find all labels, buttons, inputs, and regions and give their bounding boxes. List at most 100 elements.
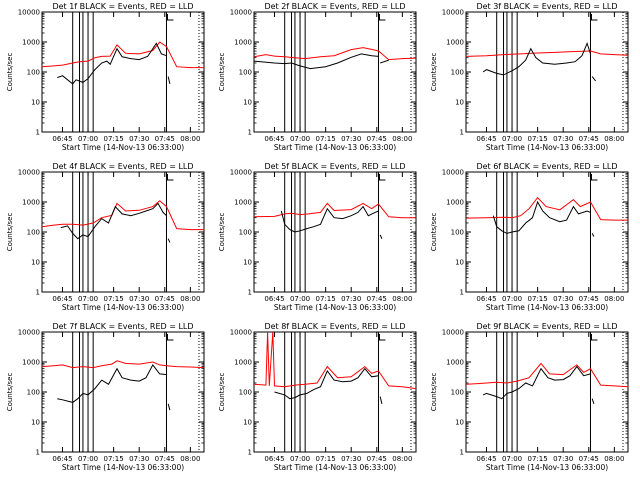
events-series-line [57, 42, 167, 85]
x-tick-label: 06:45 [52, 135, 72, 143]
y-tick-label: 10 [31, 99, 40, 107]
x-axis-label: Start Time (14-Nov-13 06:33:00) [486, 143, 608, 152]
panel-det-1: Det 1f BLACK = Events, RED = LLD 1 10 100 10… [6, 2, 205, 152]
y-tick-label: 10000 [442, 329, 464, 337]
x-tick-label: 07:45 [155, 135, 175, 143]
interval-bracket [590, 174, 598, 181]
y-axis-label: Counts/sec [218, 213, 226, 252]
lld-series-line [465, 196, 628, 221]
x-tick-label: 07:45 [155, 455, 175, 463]
x-tick-label: 07:15 [316, 135, 336, 143]
y-axis-label: Counts/sec [430, 373, 438, 412]
x-tick-label: 07:30 [341, 295, 361, 303]
y-tick-label: 1 [248, 289, 252, 297]
interval-bracket [590, 334, 598, 341]
x-tick-label: 07:45 [367, 455, 387, 463]
x-tick-label: 07:00 [502, 135, 522, 143]
x-tick-label: 07:15 [528, 135, 548, 143]
y-tick-label: 10000 [442, 169, 464, 177]
x-tick-label: 06:45 [52, 295, 72, 303]
x-tick-label: 07:15 [104, 135, 124, 143]
x-axis-label: Start Time (14-Nov-13 06:33:00) [274, 463, 396, 472]
plot-frame [253, 11, 417, 133]
lld-series-line [465, 362, 629, 388]
x-tick-label: 07:45 [367, 295, 387, 303]
panel-det-3: Det 3f BLACK = Events, RED = LLD 1 10 100 10… [430, 2, 629, 152]
y-axis-label: Counts/sec [6, 213, 14, 252]
plot-frame [41, 11, 205, 133]
events-series-line [253, 53, 379, 70]
y-tick-label: 100 [451, 69, 464, 77]
interval-bracket [166, 14, 174, 21]
events-series-line-tail [167, 76, 171, 85]
plot-frame [465, 11, 629, 133]
x-axis-label: Start Time (14-Nov-13 06:33:00) [62, 143, 184, 152]
events-series-line-tail [167, 403, 171, 411]
x-tick-label: 07:30 [129, 455, 149, 463]
x-tick-label: 06:45 [476, 135, 496, 143]
x-tick-label: 08:00 [604, 455, 624, 463]
x-tick-label: 07:30 [129, 295, 149, 303]
y-tick-label: 1000 [446, 199, 464, 207]
y-tick-label: 10 [455, 259, 464, 267]
y-tick-label: 1 [460, 129, 464, 137]
x-tick-label: 08:00 [180, 135, 200, 143]
x-tick-label: 07:30 [553, 135, 573, 143]
x-axis-label: Start Time (14-Nov-13 06:33:00) [274, 303, 396, 312]
y-axis-label: Counts/sec [218, 53, 226, 92]
y-tick-label: 10 [31, 419, 40, 427]
panel-title: Det 3f BLACK = Events, RED = LLD [476, 2, 617, 11]
y-tick-label: 10 [243, 99, 252, 107]
x-tick-label: 06:45 [264, 295, 284, 303]
events-series-line-tail [167, 238, 171, 243]
y-tick-label: 1 [460, 289, 464, 297]
lld-series-line [41, 200, 204, 231]
interval-bracket [166, 174, 174, 181]
x-tick-label: 07:30 [341, 455, 361, 463]
x-tick-label: 07:30 [553, 295, 573, 303]
x-axis-label: Start Time (14-Nov-13 06:33:00) [274, 143, 396, 152]
y-tick-label: 10 [31, 259, 40, 267]
panel-title: Det 7f BLACK = Events, RED = LLD [52, 322, 193, 331]
x-tick-label: 08:00 [180, 295, 200, 303]
x-tick-label: 08:00 [604, 135, 624, 143]
y-tick-label: 1000 [234, 39, 252, 47]
events-series-line [492, 200, 591, 234]
y-tick-label: 100 [451, 389, 464, 397]
y-tick-label: 100 [27, 229, 40, 237]
x-tick-label: 07:00 [290, 455, 310, 463]
plot-frame [465, 331, 629, 453]
panel-title: Det 6f BLACK = Events, RED = LLD [476, 162, 617, 171]
panel-det-2: Det 2f BLACK = Events, RED = LLD 1 10 100 10… [218, 2, 417, 152]
events-series-line-tail [379, 234, 383, 239]
plot-frame [41, 171, 205, 293]
y-tick-label: 1000 [22, 199, 40, 207]
x-tick-label: 06:45 [264, 455, 284, 463]
lld-series-line [465, 50, 629, 57]
y-tick-label: 10 [243, 419, 252, 427]
y-tick-label: 10000 [230, 9, 252, 17]
y-tick-label: 100 [451, 229, 464, 237]
x-tick-label: 07:00 [290, 135, 310, 143]
x-tick-label: 06:45 [476, 295, 496, 303]
panel-title: Det 9f BLACK = Events, RED = LLD [476, 322, 617, 331]
panel-det-5: Det 5f BLACK = Events, RED = LLD 1 10 100 10… [218, 162, 417, 312]
events-series-line-tail [591, 398, 595, 405]
lld-series-line [41, 360, 205, 369]
panel-det-9: Det 9f BLACK = Events, RED = LLD 1 10 100 10… [430, 322, 629, 472]
x-tick-label: 07:15 [316, 295, 336, 303]
x-tick-label: 07:15 [104, 455, 124, 463]
x-axis-label: Start Time (14-Nov-13 06:33:00) [486, 463, 608, 472]
x-tick-label: 08:00 [604, 295, 624, 303]
y-tick-label: 10 [455, 419, 464, 427]
x-tick-label: 06:45 [476, 455, 496, 463]
y-tick-label: 100 [239, 69, 252, 77]
x-tick-label: 07:15 [528, 455, 548, 463]
y-tick-label: 10000 [230, 329, 252, 337]
interval-bracket [378, 334, 386, 341]
y-tick-label: 1 [36, 129, 40, 137]
y-axis-label: Counts/sec [6, 53, 14, 92]
panel-title: Det 8f BLACK = Events, RED = LLD [264, 322, 405, 331]
lld-series-line [41, 41, 204, 69]
y-tick-label: 1 [460, 449, 464, 457]
